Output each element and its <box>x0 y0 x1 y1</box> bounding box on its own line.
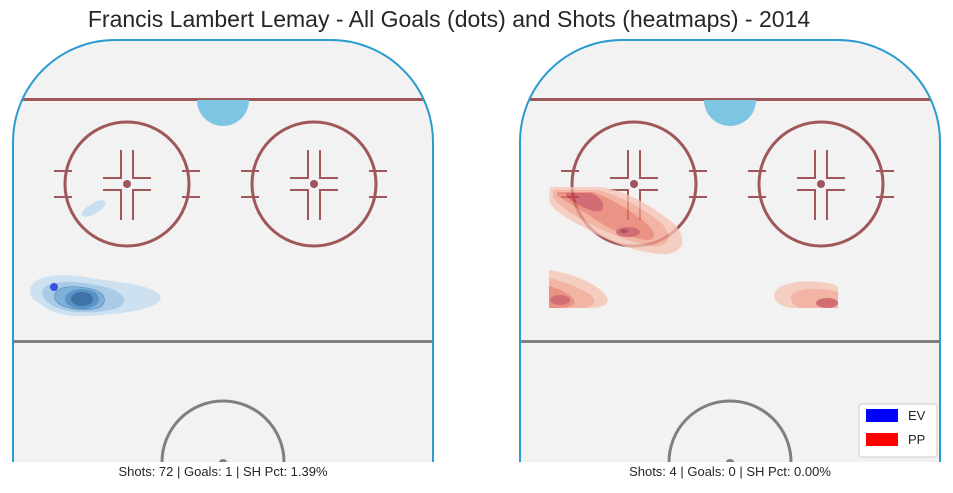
goal-line <box>520 98 940 101</box>
blue-line <box>520 340 940 343</box>
goal-crease <box>197 100 249 126</box>
faceoff-circle-right <box>241 120 387 248</box>
caption-ev: Shots: 72 | Goals: 1 | SH Pct: 1.39% <box>118 464 328 479</box>
legend: EV PP <box>858 403 938 458</box>
boards-left <box>12 39 434 462</box>
center-dot <box>219 459 227 462</box>
faceoff-circle-right <box>748 120 894 248</box>
center-dot <box>726 459 734 462</box>
goal-dot-ev <box>50 283 58 291</box>
pp-heatmap <box>549 187 838 308</box>
faceoff-dot <box>310 180 318 188</box>
boards-right <box>519 39 941 462</box>
caption-pp: Shots: 4 | Goals: 0 | SH Pct: 0.00% <box>629 464 831 479</box>
center-circle <box>667 399 793 462</box>
goal-crease <box>704 100 756 126</box>
ev-heatmap <box>29 200 161 317</box>
rink-left <box>13 40 433 462</box>
blue-line <box>13 340 433 343</box>
faceoff-dot <box>123 180 131 188</box>
faceoff-circle-left <box>54 120 200 248</box>
legend-label-pp: PP <box>908 432 925 447</box>
legend-swatch-pp <box>866 433 898 446</box>
faceoff-dot <box>630 180 638 188</box>
rink-right <box>520 40 940 462</box>
legend-label-ev: EV <box>908 408 926 423</box>
chart-title: Francis Lambert Lemay - All Goals (dots)… <box>87 6 811 32</box>
legend-swatch-ev <box>866 409 898 422</box>
faceoff-dot <box>817 180 825 188</box>
goal-line <box>13 98 433 101</box>
center-circle <box>160 399 286 462</box>
